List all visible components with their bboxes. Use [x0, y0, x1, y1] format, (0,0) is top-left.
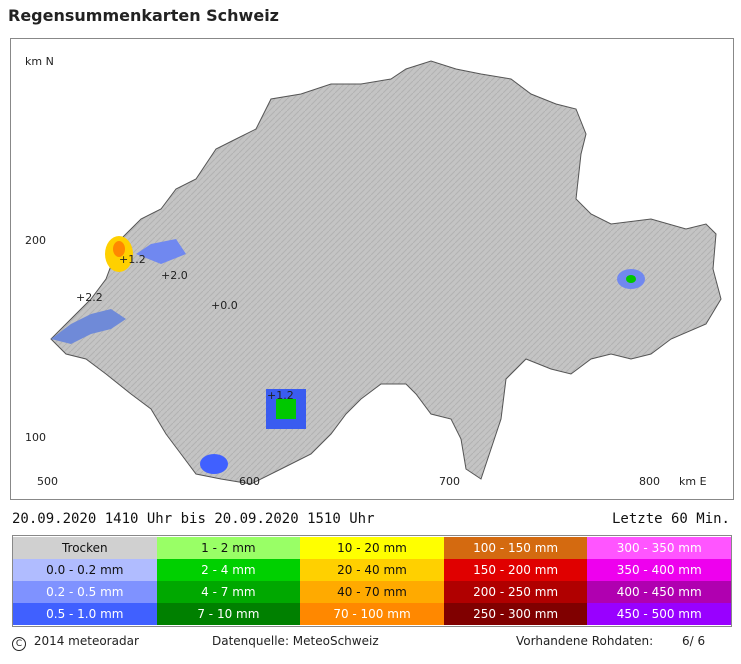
legend-entry: Trocken: [13, 537, 157, 559]
y-tick-100: 100: [25, 431, 46, 444]
station-value-label: +0.0: [211, 299, 238, 312]
x-tick-800: 800: [639, 475, 660, 488]
rain-cell-valais-core: [276, 399, 296, 419]
time-connector: bis: [180, 511, 206, 527]
legend-entry: 7 - 10 mm: [156, 603, 301, 625]
radar-map[interactable]: km N 200 100 500 600 700 800 km E +0.0 +…: [10, 38, 734, 500]
rain-cell-jura-core: [113, 241, 125, 257]
station-value-label: +2.2: [76, 291, 103, 304]
legend-entry: 40 - 70 mm: [300, 581, 444, 603]
legend-entry: 150 - 200 mm: [443, 559, 588, 581]
available-raw-data-value: 6/ 6: [682, 634, 706, 648]
legend-entry: 10 - 20 mm: [300, 537, 444, 559]
rain-area-west: [136, 239, 186, 264]
to-time: 1510 Uhr: [307, 511, 375, 527]
legend-entry: 400 - 450 mm: [587, 581, 731, 603]
period-label: Letzte 60 Min.: [611, 511, 730, 527]
to-date: 20.09.2020: [214, 511, 299, 527]
precipitation-legend: Trocken 1 - 2 mm 10 - 20 mm 100 - 150 mm 300…: [12, 535, 732, 627]
copyright-text: 2014 meteoradar: [33, 634, 139, 648]
data-source: Datenquelle: MeteoSchweiz: [212, 634, 379, 648]
time-range-bar: 20.09.2020 1410 Uhr bis 20.09.2020 1510 …: [12, 511, 730, 531]
rain-cell-graubuenden-core: [626, 275, 636, 283]
x-axis-label: km E: [679, 475, 707, 488]
legend-entry: 20 - 40 mm: [300, 559, 444, 581]
y-axis-label: km N: [25, 55, 54, 68]
from-time: 1410 Uhr: [104, 511, 173, 527]
legend-entry: 350 - 400 mm: [587, 559, 731, 581]
rain-cell-south: [200, 454, 228, 474]
copyright: C 2014 meteoradar: [12, 634, 139, 651]
legend-entry: 70 - 100 mm: [300, 603, 444, 625]
legend-entry: 0.2 - 0.5 mm: [13, 581, 157, 603]
switzerland-map-svg: [50, 60, 722, 485]
copyright-icon: C: [12, 637, 26, 651]
country-outline: [50, 60, 722, 485]
x-tick-500: 500: [37, 475, 58, 488]
legend-entry: 450 - 500 mm: [587, 603, 731, 625]
legend-entry: 100 - 150 mm: [443, 537, 588, 559]
legend-entry: 0.5 - 1.0 mm: [13, 603, 157, 625]
from-date: 20.09.2020: [12, 511, 97, 527]
legend-entry: 4 - 7 mm: [156, 581, 301, 603]
available-raw-data-label: Vorhandene Rohdaten:: [516, 634, 654, 648]
station-value-label: +1.2: [267, 389, 294, 402]
legend-entry: 1 - 2 mm: [156, 537, 301, 559]
legend-entry: 200 - 250 mm: [443, 581, 588, 603]
y-tick-200: 200: [25, 234, 46, 247]
x-tick-700: 700: [439, 475, 460, 488]
x-tick-600: 600: [239, 475, 260, 488]
station-value-label: +1.2: [119, 253, 146, 266]
legend-entry: 250 - 300 mm: [443, 603, 588, 625]
page-title: Regensummenkarten Schweiz: [8, 6, 279, 25]
legend-entry: 0.0 - 0.2 mm: [13, 559, 157, 581]
station-value-label: +2.0: [161, 269, 188, 282]
lake-geneva: [51, 309, 126, 344]
legend-entry: 300 - 350 mm: [587, 537, 731, 559]
legend-entry: 2 - 4 mm: [156, 559, 301, 581]
